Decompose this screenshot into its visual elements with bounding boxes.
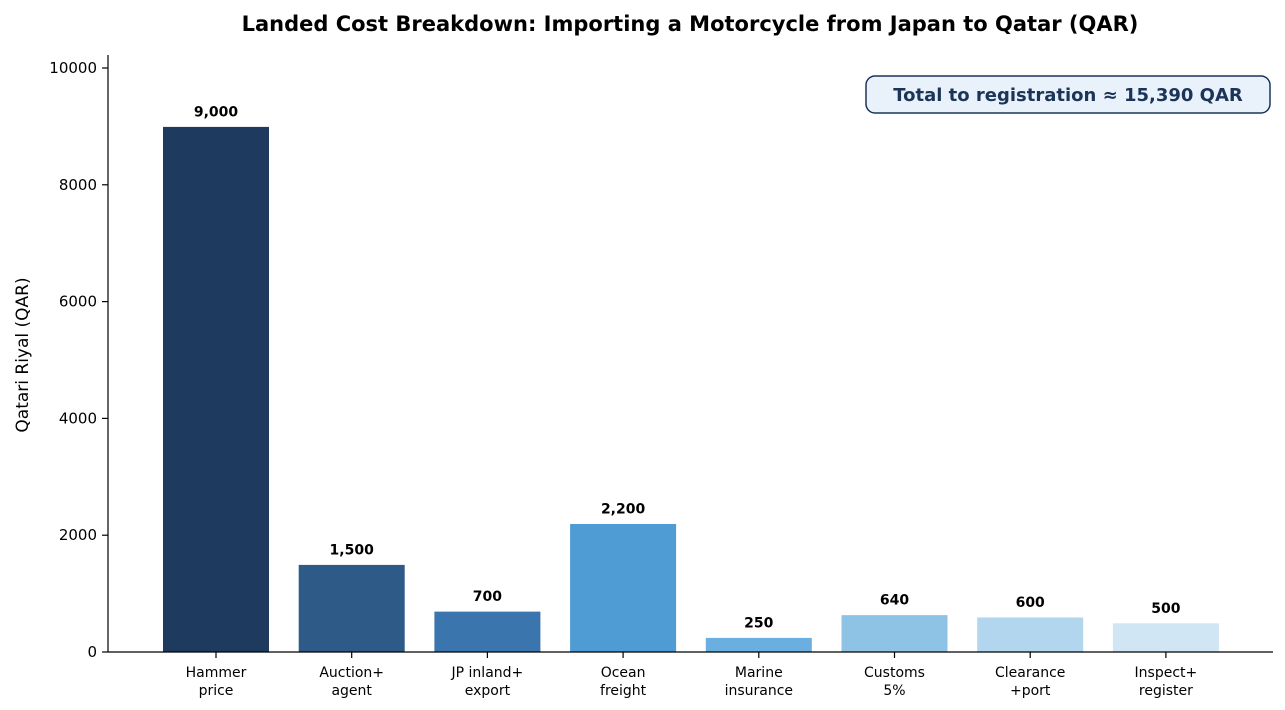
plot-area: 0 2000 4000 6000 8000 10000 9,000 Hammer price 1,… [49, 59, 1220, 699]
x-tick-label: Hammer [186, 665, 247, 681]
bar [569, 523, 678, 653]
y-axis-label: Qatari Riyal (QAR) [13, 277, 33, 432]
chart-title: Landed Cost Breakdown: Importing a Motor… [242, 12, 1139, 36]
x-tick-label: Inspect+ [1135, 665, 1198, 681]
bar [433, 610, 542, 653]
y-tick-label: 10000 [49, 59, 97, 77]
y-tick-label: 8000 [59, 176, 97, 194]
x-tick-label: export [465, 683, 511, 699]
annotation-text: Total to registration ≈ 15,390 QAR [893, 85, 1243, 106]
annotation-frame [865, 75, 1271, 114]
x-tick-label: JP inland+ [451, 665, 524, 681]
data-label: 500 [1151, 601, 1180, 617]
data-label: 2,200 [601, 502, 646, 518]
x-tick-label: freight [600, 683, 647, 699]
x-tick-label: Auction+ [319, 665, 384, 681]
data-label: 250 [744, 615, 773, 631]
data-label: 640 [880, 593, 909, 609]
bar [840, 614, 949, 653]
x-tick-label: insurance [725, 683, 793, 699]
x-tick-label: register [1139, 683, 1193, 699]
x-tick-label: Clearance [995, 665, 1065, 681]
y-tick-label: 2000 [59, 526, 97, 544]
bar [1111, 622, 1220, 653]
x-tick-label: agent [331, 683, 372, 699]
data-label: 9,000 [194, 104, 239, 120]
x-tick-label: Ocean [601, 665, 646, 681]
x-tick-label: price [199, 683, 234, 699]
x-tick-label: Marine [735, 665, 783, 681]
y-tick-label: 4000 [59, 409, 97, 427]
bar [162, 125, 270, 653]
bar [704, 636, 813, 653]
x-tick-label: Customs [864, 665, 925, 681]
bar [297, 563, 406, 653]
bar [976, 616, 1085, 653]
data-label: 1,500 [330, 542, 375, 558]
data-label: 700 [473, 589, 502, 605]
y-tick-label: 0 [87, 643, 97, 661]
x-tick-label: +port [1010, 683, 1051, 699]
y-tick-label: 6000 [59, 293, 97, 311]
annotation-box: Total to registration ≈ 15,390 QAR [865, 75, 1271, 114]
data-label: 600 [1016, 595, 1045, 611]
x-tick-label: 5% [883, 683, 905, 699]
